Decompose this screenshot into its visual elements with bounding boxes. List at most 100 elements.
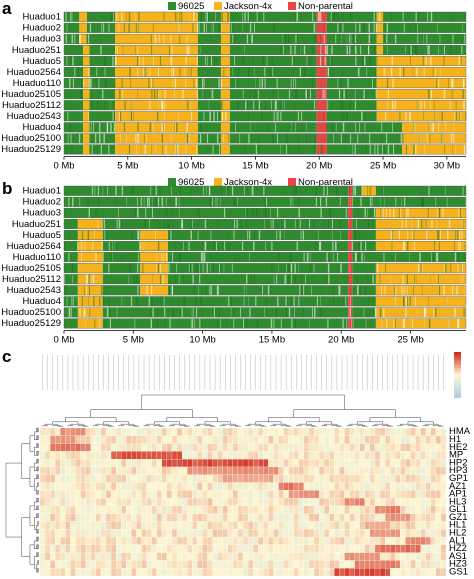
heatmap-cell — [156, 459, 162, 468]
dendrogram-branch — [37, 544, 39, 549]
heatmap-cell — [217, 536, 223, 546]
marker-stripe — [427, 45, 429, 55]
marker-stripe — [199, 274, 201, 284]
marker-stripe — [210, 34, 212, 44]
heatmap-cell — [308, 466, 315, 475]
heatmap-cell — [90, 435, 96, 444]
marker-stripe — [213, 144, 214, 155]
haplotype-row — [63, 111, 467, 122]
marker-stripe — [186, 122, 188, 133]
dendrogram-branch — [433, 425, 442, 427]
heatmap-cell — [430, 474, 437, 483]
panel-c: c HMAH1HE2MPHP2HP3GP1AZ1AP1HL3GL1GZ1HL1H… — [2, 347, 471, 577]
marker-stripe — [305, 133, 307, 144]
heatmap-cell — [39, 474, 46, 483]
sample-label: Huaduo3 — [22, 34, 61, 45]
heatmap-cell — [329, 536, 335, 546]
heatmap-cell — [197, 443, 203, 452]
heatmap-cell — [273, 497, 279, 507]
marker-stripe — [416, 100, 418, 110]
marker-stripe — [298, 208, 300, 218]
heatmap-cell — [288, 536, 294, 546]
haplotype-segment — [198, 78, 221, 88]
heatmap-cell — [359, 552, 365, 561]
marker-stripe — [236, 219, 238, 229]
marker-stripe — [248, 67, 250, 77]
marker-stripe — [335, 34, 337, 44]
marker-stripe — [216, 197, 218, 207]
heatmap-cell — [384, 536, 391, 546]
marker-stripe — [89, 23, 92, 33]
marker-stripe — [211, 285, 212, 296]
marker-stripe — [410, 45, 412, 55]
heatmap-cell — [141, 505, 147, 514]
marker-stripe — [303, 45, 306, 55]
haplotype-segment — [115, 67, 198, 77]
marker-stripe — [179, 67, 181, 77]
marker-stripe — [97, 144, 99, 155]
track-border — [63, 318, 467, 329]
heatmap-cell — [80, 513, 86, 522]
heatmap-cell — [268, 474, 274, 483]
heatmap-cell — [420, 459, 426, 468]
heatmap-cell — [344, 451, 350, 460]
heatmap-cell — [110, 568, 117, 577]
marker-stripe — [435, 67, 436, 77]
dendrogram-branch — [29, 544, 35, 565]
heatmap-cell — [349, 505, 355, 514]
heatmap-cell — [440, 435, 447, 444]
haplotype-segment — [220, 34, 230, 44]
heatmap-cell — [369, 568, 376, 577]
marker-stripe — [368, 45, 370, 55]
haplotype-segment — [64, 67, 84, 77]
heatmap-cell — [288, 529, 294, 538]
heatmap-cell — [50, 466, 56, 475]
heatmap-cell — [146, 427, 152, 436]
marker-stripe — [70, 307, 72, 318]
marker-stripe — [456, 45, 458, 55]
heatmap-cell — [253, 505, 259, 514]
marker-stripe — [439, 241, 440, 251]
marker-stripe — [130, 111, 132, 122]
heatmap-cell — [50, 490, 56, 499]
marker-stripe — [307, 89, 309, 99]
heatmap-cell — [400, 529, 406, 538]
heatmap-cell — [359, 536, 365, 546]
haplotype-segment — [220, 89, 230, 99]
heatmap-cell — [242, 443, 249, 452]
marker-stripe — [77, 67, 79, 77]
heatmap-cell — [161, 544, 168, 553]
heatmap-cell — [308, 459, 315, 468]
heatmap-cell — [425, 466, 431, 475]
heatmap-cell — [95, 505, 102, 514]
heatmap-cell — [121, 552, 127, 561]
heatmap-cell — [136, 497, 142, 507]
legend-swatch — [288, 178, 296, 186]
heatmap-cell — [384, 513, 391, 522]
marker-stripe — [249, 307, 251, 318]
marker-stripe — [439, 34, 441, 44]
marker-stripe — [340, 78, 342, 88]
heatmap-cell — [374, 482, 381, 491]
marker-stripe — [340, 197, 341, 207]
marker-stripe — [243, 296, 245, 307]
haplotype-segment — [383, 12, 466, 22]
heatmap-cell — [288, 560, 294, 569]
haplotype-segment — [375, 274, 466, 284]
marker-stripe — [395, 252, 396, 262]
haplotype-segment — [362, 186, 376, 196]
heatmap-cell — [232, 427, 239, 436]
marker-stripe — [354, 186, 356, 196]
marker-stripe — [305, 274, 306, 284]
marker-stripe — [190, 318, 192, 329]
marker-stripe — [289, 252, 291, 262]
heatmap-cell — [227, 451, 234, 460]
heatmap-cell — [176, 505, 183, 514]
marker-stripe — [374, 144, 376, 155]
heatmap-cell — [70, 482, 76, 491]
heatmap-cell — [136, 427, 142, 436]
heatmap-cell — [435, 490, 442, 499]
marker-stripe — [423, 307, 426, 318]
heatmap-cell — [171, 443, 178, 452]
heatmap-cell — [187, 435, 193, 444]
